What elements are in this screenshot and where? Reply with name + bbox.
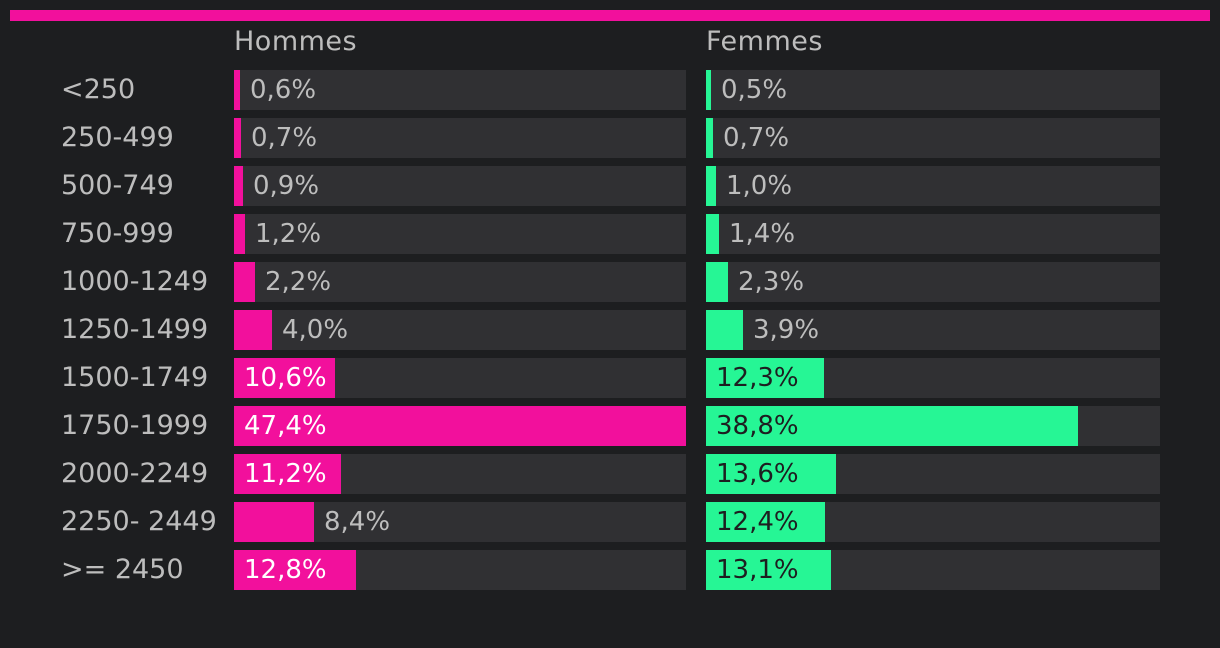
data-label: 0,7% [251, 123, 318, 153]
category-label: 1250-1499 [61, 314, 209, 345]
category-label: 2250- 2449 [61, 506, 217, 537]
bar-hommes [234, 118, 241, 158]
bar-femmes [706, 214, 719, 254]
data-label: 1,0% [726, 171, 793, 201]
bar-hommes [234, 70, 240, 110]
data-label: 4,0% [282, 315, 349, 345]
bar-track: 10,6% [234, 358, 686, 398]
bar-femmes [706, 550, 831, 590]
bar-femmes [706, 358, 824, 398]
category-label: 500-749 [61, 170, 174, 201]
data-label: 12,4% [716, 507, 799, 537]
bar-track: 12,3% [706, 358, 1160, 398]
bar-track: 13,1% [706, 550, 1160, 590]
data-label: 0,6% [250, 75, 317, 105]
data-label: 0,9% [253, 171, 320, 201]
category-label: 250-499 [61, 122, 174, 153]
data-label: 12,3% [716, 363, 799, 393]
bar-hommes [234, 166, 243, 206]
bar-hommes [234, 310, 272, 350]
bar-track: 0,6% [234, 70, 686, 110]
data-label: 1,4% [729, 219, 796, 249]
bar-femmes [706, 454, 836, 494]
data-label: 10,6% [244, 363, 327, 393]
bar-track: 0,7% [706, 118, 1160, 158]
data-label: 2,2% [265, 267, 332, 297]
category-label: <250 [61, 74, 136, 105]
bar-femmes [706, 310, 743, 350]
category-label: >= 2450 [61, 554, 184, 585]
bar-hommes [234, 454, 341, 494]
data-label: 2,3% [738, 267, 805, 297]
data-label: 13,6% [716, 459, 799, 489]
bar-hommes [234, 406, 686, 446]
bar-hommes [234, 214, 245, 254]
data-label: 12,8% [244, 555, 327, 585]
data-label: 11,2% [244, 459, 327, 489]
data-label: 47,4% [244, 411, 327, 441]
bar-track: 47,4% [234, 406, 686, 446]
data-label: 1,2% [255, 219, 322, 249]
bar-femmes [706, 118, 713, 158]
bar-track: 38,8% [706, 406, 1160, 446]
bar-femmes [706, 70, 711, 110]
bar-track: 0,7% [234, 118, 686, 158]
series-header-hommes: Hommes [234, 26, 358, 57]
bar-hommes [234, 550, 356, 590]
bar-track: 13,6% [706, 454, 1160, 494]
category-label: 1500-1749 [61, 362, 209, 393]
data-label: 8,4% [324, 507, 391, 537]
category-label: 750-999 [61, 218, 174, 249]
bar-femmes [706, 406, 1078, 446]
data-label: 0,5% [721, 75, 788, 105]
bar-track: 3,9% [706, 310, 1160, 350]
bar-track: 1,2% [234, 214, 686, 254]
bar-track: 2,3% [706, 262, 1160, 302]
bar-track: 11,2% [234, 454, 686, 494]
bar-hommes [234, 262, 255, 302]
bar-track: 8,4% [234, 502, 686, 542]
bar-femmes [706, 262, 728, 302]
category-label: 1000-1249 [61, 266, 209, 297]
data-label: 0,7% [723, 123, 790, 153]
accent-bar [10, 10, 1210, 21]
bar-track: 0,9% [234, 166, 686, 206]
bar-track: 12,8% [234, 550, 686, 590]
series-header-femmes: Femmes [706, 26, 823, 57]
data-label: 38,8% [716, 411, 799, 441]
bar-hommes [234, 502, 314, 542]
bar-track: 2,2% [234, 262, 686, 302]
data-label: 3,9% [753, 315, 820, 345]
bar-hommes [234, 358, 335, 398]
bar-track: 1,4% [706, 214, 1160, 254]
bar-track: 0,5% [706, 70, 1160, 110]
bar-track: 12,4% [706, 502, 1160, 542]
category-label: 1750-1999 [61, 410, 209, 441]
category-label: 2000-2249 [61, 458, 209, 489]
bar-femmes [706, 166, 716, 206]
data-label: 13,1% [716, 555, 799, 585]
bar-track: 4,0% [234, 310, 686, 350]
bar-track: 1,0% [706, 166, 1160, 206]
bar-femmes [706, 502, 825, 542]
